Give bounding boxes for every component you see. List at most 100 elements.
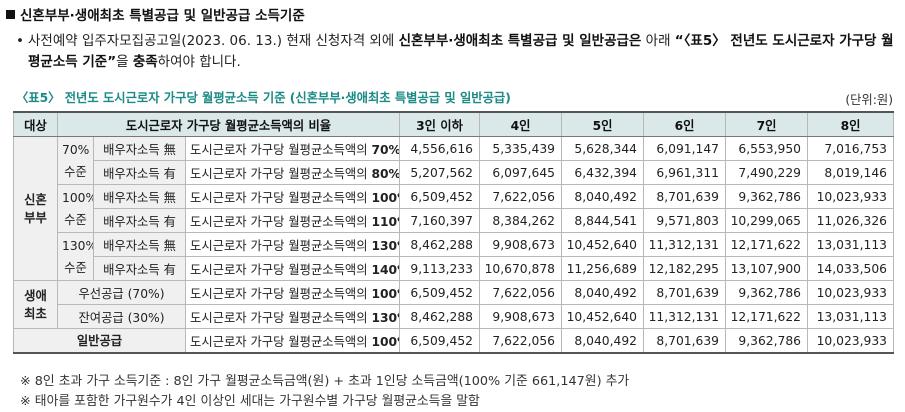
sub-label: 배우자소득 有	[93, 256, 186, 281]
ratio-cell: 도시근로자 가구당 월평균소득액의 100%	[185, 328, 400, 354]
value-cell: 8,462,288	[399, 232, 480, 257]
value-cell: 9,113,233	[399, 256, 480, 281]
para-text-1: 사전예약 입주자모집공고일(2023. 06. 13.) 현재 신청자격 외에	[28, 33, 399, 49]
ratio-pct: 130%	[371, 238, 398, 253]
ratio-prefix: 도시근로자 가구당 월평균소득액의	[190, 334, 372, 349]
value-cell: 5,207,562	[399, 160, 480, 185]
value-cell: 9,908,673	[479, 304, 562, 329]
value-cell: 6,432,394	[561, 160, 644, 185]
value-cell: 9,362,786	[725, 280, 808, 305]
para-bold-1: 신혼부부·생애최초 특별공급 및 일반공급은	[398, 33, 642, 49]
value-cell: 8,701,639	[643, 280, 726, 305]
ratio-pct: 100%	[371, 190, 398, 205]
level-70: 70% 수준	[57, 136, 94, 185]
value-cell: 7,622,056	[479, 328, 562, 354]
value-cell: 11,312,131	[643, 304, 726, 329]
value-cell: 13,031,113	[807, 304, 894, 329]
table-row: 배우자소득 有 도시근로자 가구당 월평균소득액의 110% 7,160,397…	[14, 208, 894, 233]
ratio-prefix: 도시근로자 가구당 월평균소득액의	[190, 166, 372, 181]
square-bullet-icon	[6, 10, 15, 19]
ratio-cell: 도시근로자 가구당 월평균소득액의 100%	[185, 280, 400, 305]
ratio-pct: 110%	[371, 214, 398, 229]
group-general: 일반공급	[13, 328, 186, 354]
value-cell: 9,571,803	[643, 208, 726, 233]
value-cell: 4,556,616	[399, 136, 480, 161]
ratio-prefix: 도시근로자 가구당 월평균소득액의	[190, 190, 372, 205]
group-newlywed: 신혼 부부	[13, 136, 58, 281]
ratio-prefix: 도시근로자 가구당 월평균소득액의	[190, 214, 372, 229]
value-cell: 11,026,326	[807, 208, 894, 233]
header-6: 6인	[643, 111, 726, 137]
ratio-prefix: 도시근로자 가구당 월평균소득액의	[190, 142, 372, 157]
value-cell: 12,171,622	[725, 232, 808, 257]
table-row: 100% 수준 배우자소득 無 도시근로자 가구당 월평균소득액의 100% 6…	[14, 184, 894, 233]
para-bold-2: “〈표5〉 전년도 도시근로자 가구당 월평균소득 기준”	[28, 33, 894, 70]
value-cell: 9,362,786	[725, 184, 808, 209]
value-cell: 12,171,622	[725, 304, 808, 329]
ratio-cell: 도시근로자 가구당 월평균소득액의 110%	[185, 208, 400, 233]
value-cell: 10,670,878	[479, 256, 562, 281]
value-cell: 12,182,295	[643, 256, 726, 281]
ratio-cell: 도시근로자 가구당 월평균소득액의 70%	[185, 136, 400, 161]
value-cell: 6,509,452	[399, 184, 480, 209]
value-cell: 14,033,506	[807, 256, 894, 281]
header-7: 7인	[725, 111, 808, 137]
ratio-prefix: 도시근로자 가구당 월평균소득액의	[190, 238, 372, 253]
level-100: 100% 수준	[57, 184, 94, 233]
para-text-4: 하여야 합니다.	[157, 54, 241, 70]
value-cell: 5,628,344	[561, 136, 644, 161]
value-cell: 8,384,262	[479, 208, 562, 233]
ratio-pct: 80%	[371, 166, 400, 181]
footnotes: ※ 8인 초과 가구 소득기준 : 8인 가구 월평균소득금액(원) + 초과 …	[20, 372, 629, 412]
criteria-paragraph: • 사전예약 입주자모집공고일(2023. 06. 13.) 현재 신청자격 외에…	[16, 31, 898, 73]
value-cell: 10,452,640	[561, 304, 644, 329]
value-cell: 6,961,311	[643, 160, 726, 185]
table-caption: 〈표5〉 전년도 도시근로자 가구당 월평균소득 기준 (신혼부부·생애최초 특…	[16, 91, 511, 105]
value-cell: 11,312,131	[643, 232, 726, 257]
sub-label: 배우자소득 無	[93, 232, 186, 257]
para-text-2: 아래	[641, 33, 675, 49]
value-cell: 6,509,452	[399, 280, 480, 305]
table-header-row: 대상 도시근로자 가구당 월평균소득액의 비율 3인 이하 4인 5인 6인 7…	[13, 111, 894, 137]
header-ratio: 도시근로자 가구당 월평균소득액의 비율	[57, 111, 400, 137]
value-cell: 11,256,689	[561, 256, 644, 281]
value-cell: 9,362,786	[725, 328, 808, 354]
ratio-prefix: 도시근로자 가구당 월평균소득액의	[190, 310, 372, 325]
ratio-pct: 100%	[371, 334, 398, 349]
value-cell: 6,553,950	[725, 136, 808, 161]
value-cell: 8,019,146	[807, 160, 894, 185]
value-cell: 5,335,439	[479, 136, 562, 161]
sub-label: 배우자소득 有	[93, 160, 186, 185]
table-row: 신혼 부부 70% 수준 배우자소득 無 도시근로자 가구당 월평균소득액의 7…	[13, 136, 894, 281]
sub-label: 잔여공급 (30%)	[57, 304, 186, 329]
value-cell: 7,490,229	[725, 160, 808, 185]
value-cell: 9,908,673	[479, 232, 562, 257]
ratio-pct: 100%	[371, 286, 398, 301]
ratio-cell: 도시근로자 가구당 월평균소득액의 140%	[185, 256, 400, 281]
header-5: 5인	[561, 111, 644, 137]
value-cell: 8,040,492	[561, 184, 644, 209]
value-cell: 8,701,639	[643, 328, 726, 354]
ratio-cell: 도시근로자 가구당 월평균소득액의 100%	[185, 184, 400, 209]
value-cell: 10,023,933	[807, 184, 894, 209]
value-cell: 8,040,492	[561, 280, 644, 305]
table-row: 배우자소득 有 도시근로자 가구당 월평균소득액의 140% 9,113,233…	[14, 256, 894, 281]
value-cell: 10,023,933	[807, 280, 894, 305]
sub-label: 배우자소득 無	[93, 136, 186, 161]
ratio-cell: 도시근로자 가구당 월평균소득액의 80%	[185, 160, 400, 185]
footnote-1: ※ 8인 초과 가구 소득기준 : 8인 가구 월평균소득금액(원) + 초과 …	[20, 374, 630, 389]
value-cell: 7,622,056	[479, 184, 562, 209]
table-row: 일반공급 도시근로자 가구당 월평균소득액의 100% 6,509,452 7,…	[13, 328, 894, 354]
value-cell: 13,031,113	[807, 232, 894, 257]
ratio-pct: 140%	[371, 262, 398, 277]
section-heading: 신혼부부·생애최초 특별공급 및 일반공급 소득기준	[6, 4, 305, 24]
value-cell: 8,701,639	[643, 184, 726, 209]
value-cell: 6,091,147	[643, 136, 726, 161]
ratio-pct: 70%	[371, 142, 400, 157]
income-table: 대상 도시근로자 가구당 월평균소득액의 비율 3인 이하 4인 5인 6인 7…	[13, 111, 894, 354]
sub-label: 우선공급 (70%)	[57, 280, 186, 305]
bullet-icon: •	[16, 33, 24, 49]
value-cell: 10,023,933	[807, 328, 894, 354]
value-cell: 7,160,397	[399, 208, 480, 233]
value-cell: 13,107,900	[725, 256, 808, 281]
